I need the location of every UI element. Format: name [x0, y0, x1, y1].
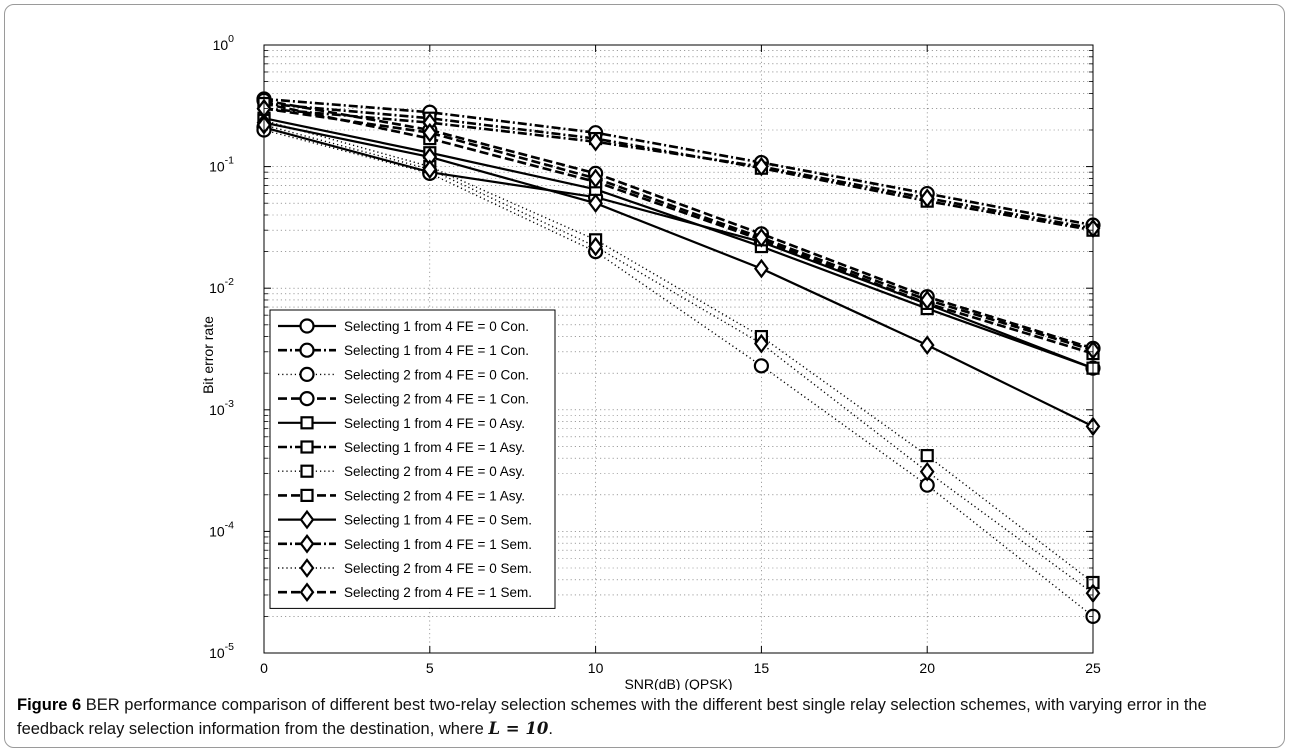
- x-tick-label: 25: [1085, 660, 1101, 676]
- figure-caption: Figure 6 BER performance comparison of d…: [17, 694, 1272, 741]
- y-tick-label: 100: [213, 33, 235, 53]
- legend-marker-circle: [299, 391, 315, 407]
- legend-entry: Selecting 2 from 4 FE = 0 Sem.: [278, 558, 532, 578]
- legend-marker-diamond: [299, 533, 315, 554]
- data-point-diamond: [919, 188, 935, 209]
- legend-label: Selecting 2 from 4 FE = 1 Asy.: [344, 488, 525, 503]
- y-tick-label: 10-1: [209, 155, 234, 175]
- caption-end: .: [548, 720, 553, 738]
- data-point-diamond: [919, 335, 935, 356]
- data-point-square: [920, 449, 934, 463]
- data-point-diamond: [919, 461, 935, 482]
- legend-entry: Selecting 2 from 4 FE = 0 Con.: [278, 366, 529, 382]
- axis-labels: SNR(dB) (QPSK) Bit error rate: [200, 316, 733, 690]
- data-point-diamond: [754, 258, 769, 279]
- legend-label: Selecting 2 from 4 FE = 0 Sem.: [344, 561, 532, 576]
- x-tick-label: 10: [588, 660, 604, 676]
- data-point-diamond: [588, 193, 603, 214]
- legend-label: Selecting 1 from 4 FE = 0 Con.: [344, 319, 529, 334]
- caption-text: BER performance comparison of different …: [17, 696, 1207, 738]
- series-line: [263, 107, 1094, 352]
- series-line: [263, 124, 1094, 594]
- legend-label: Selecting 2 from 4 FE = 1 Con.: [344, 392, 529, 407]
- y-tick-label: 10-2: [209, 276, 234, 296]
- legend-label: Selecting 2 from 4 FE = 0 Asy.: [344, 464, 525, 479]
- legend-entry: Selecting 1 from 4 FE = 1 Sem.: [278, 533, 532, 554]
- legend-marker-square: [300, 440, 314, 454]
- legend-label: Selecting 1 from 4 FE = 1 Asy.: [344, 440, 525, 455]
- legend-entry: Selecting 1 from 4 FE = 1 Con.: [278, 342, 529, 358]
- legend-marker-circle: [299, 366, 315, 382]
- series-line: [263, 99, 1094, 350]
- data-point-diamond: [422, 159, 438, 180]
- y-axis-label: Bit error rate: [200, 316, 216, 394]
- legend-entry: Selecting 2 from 4 FE = 1 Con.: [278, 391, 529, 407]
- data-point-diamond: [754, 333, 769, 354]
- series-line: [263, 97, 1094, 227]
- ber-chart: 0 5 10 15 20 25 10-5 10-4 10-3 10-2 10-1 100 SNR(dB…: [200, 33, 1101, 690]
- data-point-diamond: [588, 168, 603, 189]
- caption-equation: L = 10: [488, 719, 549, 738]
- y-tick-label: 10-3: [209, 398, 234, 418]
- y-tick-label: 10-5: [209, 641, 234, 661]
- legend-label: Selecting 1 from 4 FE = 0 Sem.: [344, 513, 532, 528]
- legend-marker-circle: [299, 318, 315, 334]
- legend-entry: Selecting 2 from 4 FE = 1 Asy.: [278, 488, 525, 503]
- legend-marker-square: [300, 464, 314, 478]
- series-lines: [256, 91, 1101, 624]
- legend-marker-diamond: [299, 509, 315, 530]
- legend-marker-square: [300, 416, 314, 430]
- data-point-diamond: [588, 236, 603, 257]
- legend: Selecting 1 from 4 FE = 0 Con. Selecting …: [269, 309, 556, 609]
- legend-entry: Selecting 2 from 4 FE = 1 Sem.: [278, 582, 532, 603]
- series-line: [263, 102, 1094, 232]
- legend-marker-diamond: [299, 558, 315, 578]
- plot-area: [263, 44, 1094, 654]
- x-tick-label: 5: [426, 660, 434, 676]
- data-point-diamond: [422, 122, 438, 143]
- legend-marker-diamond: [299, 582, 315, 603]
- legend-marker-square: [300, 488, 314, 502]
- series-line: [263, 119, 1094, 584]
- series-line: [263, 129, 1094, 617]
- data-point-diamond: [754, 227, 769, 248]
- series-line: [263, 107, 1094, 230]
- legend-entry: Selecting 1 from 4 FE = 0 Asy.: [278, 416, 525, 431]
- legend-label: Selecting 2 from 4 FE = 1 Sem.: [344, 585, 532, 600]
- x-tick-label: 15: [754, 660, 770, 676]
- data-point-circle: [753, 358, 770, 374]
- data-point-diamond: [588, 131, 603, 152]
- data-point-diamond: [919, 290, 935, 310]
- series-line: [263, 121, 1094, 428]
- axis-ticks: 0 5 10 15 20 25 10-5 10-4 10-3 10-2 10-1 100: [209, 33, 1101, 676]
- legend-label: Selecting 1 from 4 FE = 1 Sem.: [344, 537, 532, 552]
- x-axis-label: SNR(dB) (QPSK): [624, 676, 732, 690]
- figure-frame: [4, 4, 1285, 748]
- legend-entry: Selecting 1 from 4 FE = 0 Con.: [278, 318, 529, 334]
- legend-label: Selecting 1 from 4 FE = 1 Con.: [344, 343, 529, 358]
- series-line: [263, 126, 1094, 370]
- legend-entry: Selecting 1 from 4 FE = 0 Sem.: [278, 509, 532, 530]
- figure-label: Figure 6: [17, 696, 82, 714]
- series-line: [263, 102, 1094, 355]
- series-12: [256, 98, 1101, 360]
- legend-box: [269, 309, 556, 609]
- data-point-diamond: [754, 156, 769, 177]
- legend-marker-circle: [299, 342, 315, 358]
- legend-label: Selecting 1 from 4 FE = 0 Asy.: [344, 416, 525, 431]
- series-line: [263, 117, 1094, 370]
- legend-entry: Selecting 1 from 4 FE = 1 Asy.: [278, 440, 525, 455]
- x-tick-label: 20: [919, 660, 935, 676]
- x-tick-label: 0: [260, 660, 268, 676]
- y-tick-label: 10-4: [209, 519, 234, 539]
- legend-label: Selecting 2 from 4 FE = 0 Con.: [344, 367, 529, 382]
- legend-entry: Selecting 2 from 4 FE = 0 Asy.: [278, 464, 525, 479]
